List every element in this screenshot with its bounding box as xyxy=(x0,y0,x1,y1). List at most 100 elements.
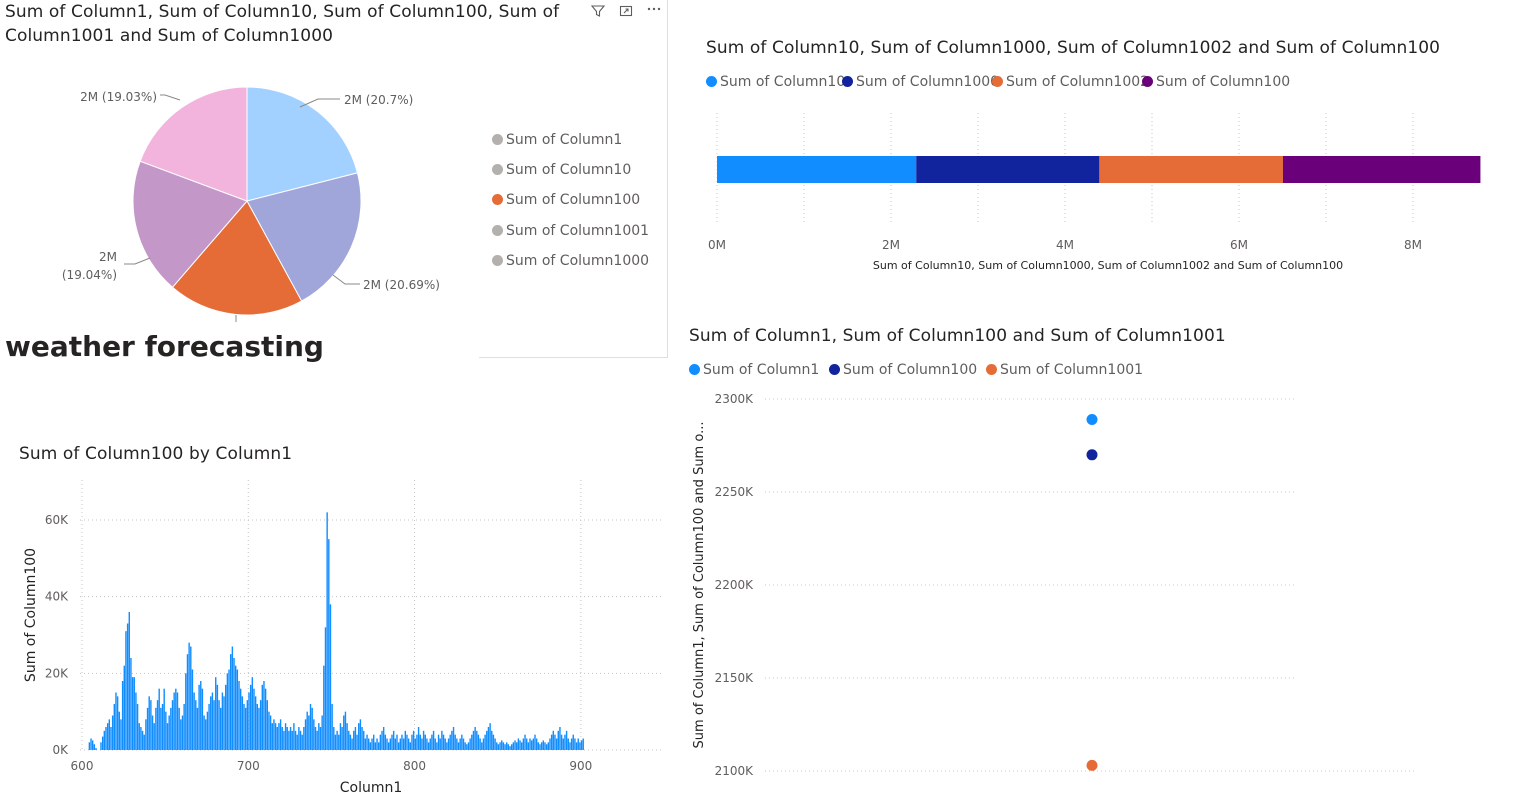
column-bar[interactable] xyxy=(524,734,526,750)
column-bar[interactable] xyxy=(457,742,460,750)
column-bar[interactable] xyxy=(141,730,144,750)
column-bar[interactable] xyxy=(106,723,109,750)
column-bar[interactable] xyxy=(459,738,461,751)
column-bar[interactable] xyxy=(151,715,154,751)
column-bar[interactable] xyxy=(494,738,496,751)
column-bar[interactable] xyxy=(145,719,147,750)
column-bar[interactable] xyxy=(180,719,182,750)
column-bar[interactable] xyxy=(489,723,491,750)
column-bar[interactable] xyxy=(175,688,177,750)
column-bar[interactable] xyxy=(447,738,450,751)
column-bar[interactable] xyxy=(442,734,445,750)
column-bar[interactable] xyxy=(429,738,431,751)
column-bar[interactable] xyxy=(464,742,466,750)
pie-legend-item-column1[interactable]: Sum of Column1 xyxy=(492,132,622,148)
column-bar[interactable] xyxy=(196,707,199,750)
column-bar[interactable] xyxy=(514,740,516,750)
column-bar[interactable] xyxy=(254,696,257,750)
column-bar[interactable] xyxy=(368,738,370,751)
column-bar[interactable] xyxy=(263,681,265,750)
column-bar[interactable] xyxy=(562,738,564,751)
column-bar[interactable] xyxy=(427,742,430,750)
column-bar[interactable] xyxy=(492,734,495,750)
column-bar[interactable] xyxy=(439,738,441,751)
column-bar[interactable] xyxy=(451,730,453,750)
column-bar[interactable] xyxy=(211,692,214,751)
column-bar[interactable] xyxy=(481,742,483,750)
column-bar[interactable] xyxy=(529,738,531,751)
column-bar[interactable] xyxy=(116,696,119,750)
column-bar[interactable] xyxy=(135,692,137,751)
column-bar[interactable] xyxy=(381,730,383,750)
column-bar[interactable] xyxy=(296,734,298,750)
column-bar[interactable] xyxy=(384,734,387,750)
column-bar[interactable] xyxy=(326,512,328,750)
column-bar[interactable] xyxy=(206,711,209,750)
column-bar[interactable] xyxy=(534,734,536,750)
column-bar[interactable] xyxy=(274,723,277,750)
pie-legend-item-column1001[interactable]: Sum of Column1001 xyxy=(492,223,649,239)
column-bar[interactable] xyxy=(173,692,175,751)
column-bar[interactable] xyxy=(522,738,525,751)
column-bar[interactable] xyxy=(120,719,122,750)
column-bar[interactable] xyxy=(544,742,546,750)
column-bar[interactable] xyxy=(575,742,578,750)
column-bar[interactable] xyxy=(258,707,260,750)
column-bar[interactable] xyxy=(506,742,508,750)
column-bar[interactable] xyxy=(186,654,189,750)
column-bar[interactable] xyxy=(550,734,553,750)
scatter-legend-item-column1[interactable]: Sum of Column1 xyxy=(689,362,819,378)
column-bar[interactable] xyxy=(288,730,290,750)
column-bar[interactable] xyxy=(95,748,97,750)
column-bar[interactable] xyxy=(138,723,140,750)
column-bar[interactable] xyxy=(371,738,373,751)
pie-slice-2[interactable] xyxy=(246,172,362,302)
column-bar[interactable] xyxy=(491,730,493,750)
column-bar[interactable] xyxy=(394,738,397,751)
column-bar[interactable] xyxy=(376,738,378,751)
column-bar[interactable] xyxy=(530,740,533,750)
column-bar[interactable] xyxy=(402,738,405,751)
column-bar[interactable] xyxy=(525,738,528,751)
column-bar[interactable] xyxy=(382,727,385,750)
column-bar[interactable] xyxy=(507,744,510,750)
column-bar[interactable] xyxy=(221,692,224,751)
column-bar[interactable] xyxy=(321,715,323,751)
column-bar[interactable] xyxy=(128,612,130,750)
column-bar[interactable] xyxy=(241,696,244,750)
column-bar[interactable] xyxy=(542,740,545,750)
column-bar[interactable] xyxy=(188,642,190,750)
scatter-point-1[interactable] xyxy=(1086,413,1098,425)
column-bar[interactable] xyxy=(567,738,569,751)
column-bar[interactable] xyxy=(286,727,288,750)
column-bar[interactable] xyxy=(482,738,485,751)
column-bar[interactable] xyxy=(414,738,416,751)
column-bar[interactable] xyxy=(166,723,169,750)
column-bar[interactable] xyxy=(261,684,264,750)
column-bar[interactable] xyxy=(136,704,139,750)
column-bar[interactable] xyxy=(123,665,125,750)
column-bar[interactable] xyxy=(213,700,215,750)
column-bar[interactable] xyxy=(574,738,576,751)
column-bar[interactable] xyxy=(279,719,282,750)
column-bar[interactable] xyxy=(236,669,239,751)
column-bar[interactable] xyxy=(333,727,335,750)
scatter-legend-item-column1001[interactable]: Sum of Column1001 xyxy=(986,362,1143,378)
column-bar[interactable] xyxy=(474,727,476,750)
column-bar[interactable] xyxy=(397,742,400,750)
column-bar[interactable] xyxy=(308,715,310,751)
column-bar[interactable] xyxy=(303,727,305,750)
column-bar[interactable] xyxy=(552,730,555,750)
column-bar[interactable] xyxy=(354,727,357,750)
column-bar[interactable] xyxy=(396,734,398,750)
column-bar[interactable] xyxy=(198,684,200,750)
column-bar[interactable] xyxy=(243,704,245,750)
column-bar[interactable] xyxy=(560,734,563,750)
column-bar[interactable] xyxy=(331,704,333,750)
pie-slice-1[interactable] xyxy=(246,86,359,202)
column-bar[interactable] xyxy=(338,734,340,750)
column-bar[interactable] xyxy=(193,692,195,751)
column-bar[interactable] xyxy=(126,623,129,751)
column-bar[interactable] xyxy=(299,730,302,750)
column-bar[interactable] xyxy=(472,730,475,750)
